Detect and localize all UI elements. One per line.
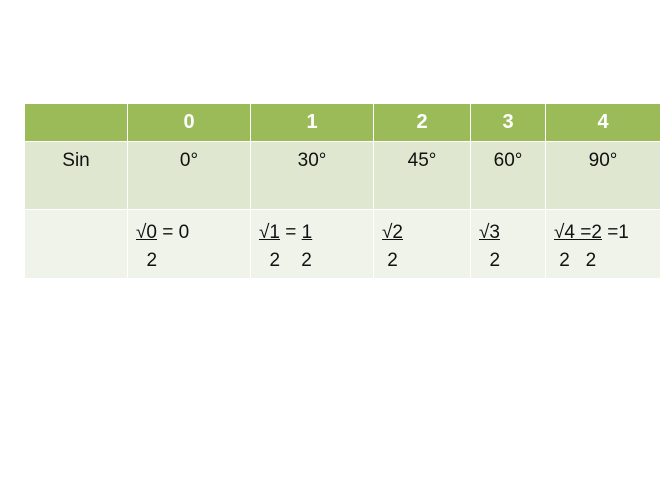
value-cell: √1 = 1 2 2: [250, 209, 374, 279]
denominator-line: 2 2: [554, 250, 597, 271]
header-cell: 1: [250, 103, 374, 142]
sine-values-table: 0 1 2 3 4 Sin 0° 30° 45° 60° 90° √0 = 0 …: [24, 103, 661, 279]
formula-part: =: [280, 222, 302, 243]
denominator-line: 2 2: [259, 250, 312, 271]
formula-part: √2: [382, 222, 403, 243]
header-cell: 2: [373, 103, 471, 142]
header-cell: 3: [470, 103, 546, 142]
value-cell: √3 2: [470, 209, 546, 279]
denominator-line: 2: [382, 250, 398, 271]
formula-part: √4 =2: [554, 222, 602, 243]
angle-row: Sin 0° 30° 45° 60° 90°: [24, 141, 661, 210]
header-row: 0 1 2 3 4: [24, 103, 661, 142]
header-cell: 0: [127, 103, 251, 142]
row-label: Sin: [24, 141, 128, 210]
angle-cell: 60°: [470, 141, 546, 210]
numerator-line: √2: [382, 219, 470, 247]
numerator-line: √4 =2 =1: [554, 219, 660, 247]
value-cell: √4 =2 =1 2 2: [545, 209, 661, 279]
value-row: √0 = 0 2 √1 = 1 2 2 √2 2 √3 2 √4 =2 =1 2 2: [24, 209, 661, 279]
header-cell: [24, 103, 128, 142]
value-cell: √0 = 0 2: [127, 209, 251, 279]
numerator-line: √0 = 0: [136, 219, 250, 247]
denominator-line: 2: [136, 250, 158, 271]
formula-part: √3: [479, 222, 500, 243]
formula-part: =1: [601, 222, 629, 243]
angle-cell: 30°: [250, 141, 374, 210]
angle-cell: 45°: [373, 141, 471, 210]
numerator-line: √1 = 1: [259, 219, 373, 247]
numerator-line: √3: [479, 219, 545, 247]
formula-part: 1: [301, 222, 313, 243]
value-cell: √2 2: [373, 209, 471, 279]
denominator-line: 2: [479, 250, 501, 271]
formula-part: √1: [259, 222, 280, 243]
formula-part: = 0: [157, 222, 190, 243]
angle-cell: 0°: [127, 141, 251, 210]
header-cell: 4: [545, 103, 661, 142]
formula-part: √0: [136, 222, 157, 243]
angle-cell: 90°: [545, 141, 661, 210]
empty-cell: [24, 209, 128, 279]
